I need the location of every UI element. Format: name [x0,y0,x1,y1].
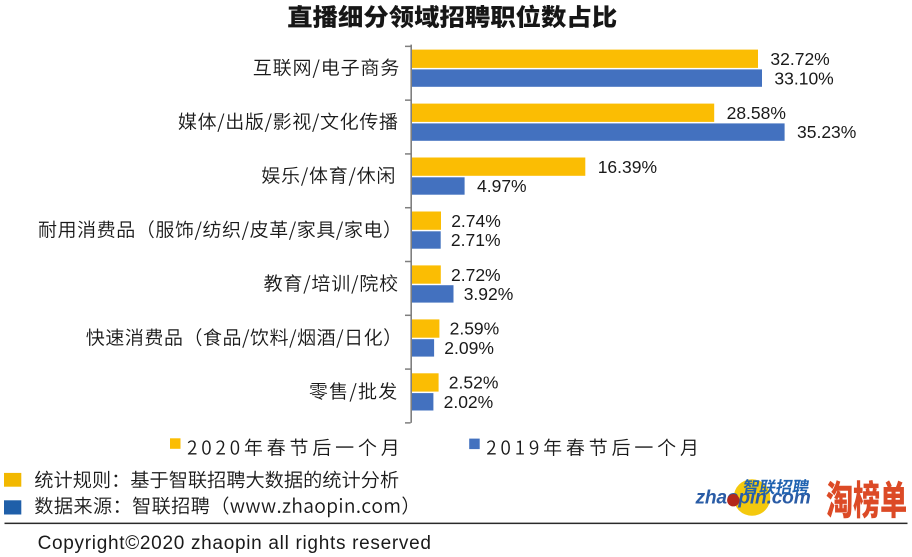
svg-text:35.23%: 35.23% [797,122,856,142]
svg-text:2.02%: 2.02% [444,392,494,412]
svg-text:2.52%: 2.52% [449,373,499,393]
svg-text:2.72%: 2.72% [451,265,501,285]
svg-text:3.92%: 3.92% [464,284,514,304]
svg-text:2.71%: 2.71% [451,230,501,250]
svg-text:Copyright©2020 zhaopin all rig: Copyright©2020 zhaopin all rights reserv… [38,533,432,554]
svg-text:zhaopin.com: zhaopin.com [695,488,811,509]
svg-text:2.09%: 2.09% [444,338,494,358]
svg-text:2.74%: 2.74% [451,211,501,231]
svg-text:28.58%: 28.58% [727,103,786,123]
svg-text:16.39%: 16.39% [598,157,657,177]
svg-text:4.97%: 4.97% [477,176,527,196]
svg-text:2.59%: 2.59% [450,319,500,339]
svg-text:32.72%: 32.72% [770,49,829,69]
svg-text:33.10%: 33.10% [774,68,833,88]
